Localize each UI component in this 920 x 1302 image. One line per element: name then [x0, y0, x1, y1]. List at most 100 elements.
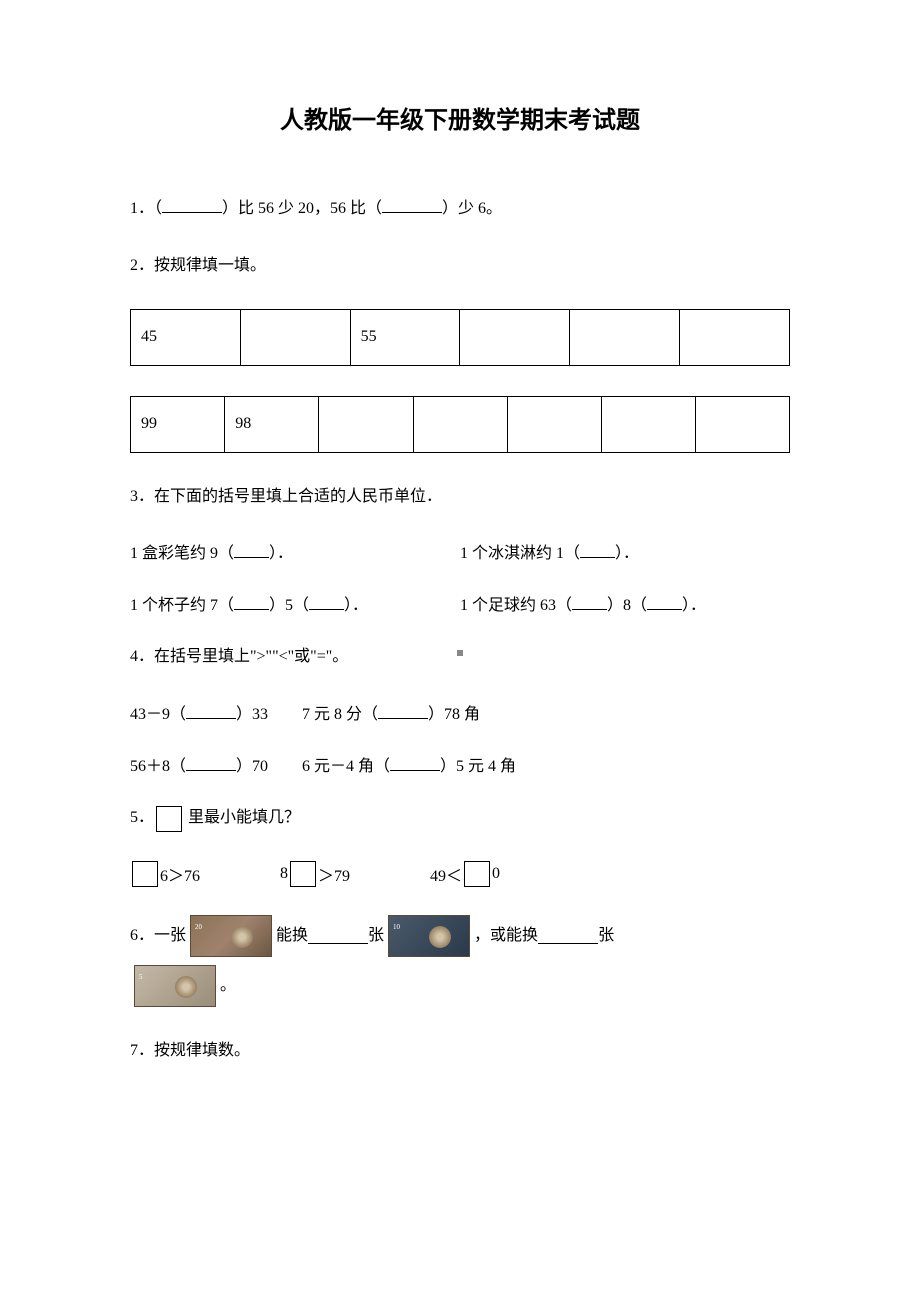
q3-blank[interactable]: [647, 594, 682, 610]
question-6: 6．一张 20 能换 张 10 ，或能换 张 5 。: [130, 915, 790, 1007]
table-cell[interactable]: [507, 396, 601, 452]
center-marker-icon: [457, 650, 463, 656]
question-4-label: 4．在括号里填上">""<"或"="。: [130, 643, 790, 672]
note-denom: 20: [195, 919, 202, 937]
table-cell[interactable]: [602, 396, 696, 452]
q5-input-box[interactable]: [132, 861, 158, 887]
text: 1 个足球约 63（: [460, 597, 572, 614]
q5-input-box[interactable]: [290, 861, 316, 887]
table-cell[interactable]: [240, 309, 350, 365]
banknote-5-icon: 5: [134, 965, 216, 1007]
q4-item-1a: 43－9（ ）33: [130, 700, 268, 724]
text: 0: [492, 865, 500, 883]
q4-blank[interactable]: [186, 755, 236, 771]
text: ）．: [682, 597, 706, 614]
q6-blank-1[interactable]: [308, 928, 368, 944]
text: 5．: [130, 804, 154, 833]
q1-blank-2[interactable]: [382, 197, 442, 213]
text: 6．一张: [130, 916, 186, 956]
table-row: 99 98: [131, 396, 790, 452]
q3-blank[interactable]: [580, 542, 615, 558]
table-cell[interactable]: [319, 396, 413, 452]
q4-blank[interactable]: [378, 703, 428, 719]
q4-blank[interactable]: [390, 755, 440, 771]
text: 1 盒彩笔约 9（: [130, 545, 234, 562]
text: 1 个杯子约 7（: [130, 597, 234, 614]
q5-item-1: 6＞76: [130, 861, 200, 887]
q3-blank[interactable]: [234, 542, 269, 558]
text: 能换: [276, 916, 308, 956]
q3-item-1b: 1 个冰淇淋约 1（ ）．: [460, 539, 790, 563]
q3-item-2b: 1 个足球约 63（ ）8（ ）．: [460, 591, 790, 615]
q2-table-1: 45 55: [130, 309, 790, 366]
text: ）5 元 4 角: [440, 758, 516, 775]
q4-item-1b: 7 元 8 分（ ）78 角: [302, 700, 480, 724]
text: 1 个冰淇淋约 1（: [460, 545, 580, 562]
text: 6＞76: [160, 862, 200, 886]
question-7-label: 7．按规律填数。: [130, 1037, 790, 1066]
q3-blank[interactable]: [234, 594, 269, 610]
table-cell[interactable]: 98: [225, 396, 319, 452]
note-denom: 10: [393, 919, 400, 937]
q2-table-2: 99 98: [130, 396, 790, 453]
q4-row-2: 56＋8（ ）70 6 元－4 角（ ）5 元 4 角: [130, 752, 790, 776]
text: ）5（: [269, 597, 309, 614]
table-cell[interactable]: [680, 309, 790, 365]
question-2-label: 2．按规律填一填。: [130, 252, 790, 281]
q1-text-2: ）比 56 少 20，56 比（: [222, 200, 382, 217]
text: 8: [280, 865, 288, 883]
text: 56＋8（: [130, 758, 186, 775]
q6-blank-2[interactable]: [538, 928, 598, 944]
text: ＞79: [318, 862, 350, 886]
table-cell[interactable]: [413, 396, 507, 452]
text: ）33: [236, 706, 268, 723]
q4-blank[interactable]: [186, 703, 236, 719]
text: ）．: [269, 545, 293, 562]
text: ）．: [615, 545, 639, 562]
q3-blank[interactable]: [309, 594, 344, 610]
table-cell[interactable]: [460, 309, 570, 365]
q5-item-3: 49＜0: [430, 861, 500, 887]
table-cell[interactable]: [570, 309, 680, 365]
text: 里最小能填几？: [188, 804, 300, 833]
text: ）70: [236, 758, 268, 775]
question-5-label: 5． 里最小能填几？: [130, 804, 790, 833]
text: ）78 角: [428, 706, 480, 723]
question-3-label: 3．在下面的括号里填上合适的人民币单位．: [130, 483, 790, 512]
text: 7 元 8 分（: [302, 706, 378, 723]
q1-blank-1[interactable]: [162, 197, 222, 213]
q5-input-box[interactable]: [464, 861, 490, 887]
q1-text-1: 1．（: [130, 200, 162, 217]
q3-item-2a: 1 个杯子约 7（ ）5（ ）．: [130, 591, 460, 615]
banknote-20-icon: 20: [190, 915, 272, 957]
q3-row-2: 1 个杯子约 7（ ）5（ ）． 1 个足球约 63（ ）8（ ）．: [130, 591, 790, 615]
text: ，或能换: [474, 916, 538, 956]
q5-items: 6＞76 8 ＞79 49＜0: [130, 861, 790, 887]
q6-line-1: 6．一张 20 能换 张 10 ，或能换 张: [130, 915, 790, 957]
banknote-10-icon: 10: [388, 915, 470, 957]
question-1: 1．（ ）比 56 少 20，56 比（ ）少 6。: [130, 195, 790, 224]
text: 张: [368, 916, 384, 956]
text: 43－9（: [130, 706, 186, 723]
q3-item-1a: 1 盒彩笔约 9（ ）．: [130, 539, 460, 563]
q6-line-2: 5 。: [130, 965, 790, 1007]
q4-item-2b: 6 元－4 角（ ）5 元 4 角: [302, 752, 516, 776]
note-denom: 5: [139, 969, 143, 987]
table-cell[interactable]: 45: [131, 309, 241, 365]
text: 张: [598, 916, 614, 956]
text: 。: [220, 966, 236, 1006]
page-title: 人教版一年级下册数学期末考试题: [130, 100, 790, 135]
table-row: 45 55: [131, 309, 790, 365]
text: ）8（: [607, 597, 647, 614]
q1-text-3: ）少 6。: [442, 200, 502, 217]
table-cell[interactable]: 99: [131, 396, 225, 452]
table-cell[interactable]: [696, 396, 790, 452]
q5-box-icon: [156, 806, 182, 832]
q4-row-1: 43－9（ ）33 7 元 8 分（ ）78 角: [130, 700, 790, 724]
text: ）．: [344, 597, 368, 614]
q4-item-2a: 56＋8（ ）70: [130, 752, 268, 776]
table-cell[interactable]: 55: [350, 309, 460, 365]
text: 6 元－4 角（: [302, 758, 390, 775]
q3-row-1: 1 盒彩笔约 9（ ）． 1 个冰淇淋约 1（ ）．: [130, 539, 790, 563]
q3-blank[interactable]: [572, 594, 607, 610]
